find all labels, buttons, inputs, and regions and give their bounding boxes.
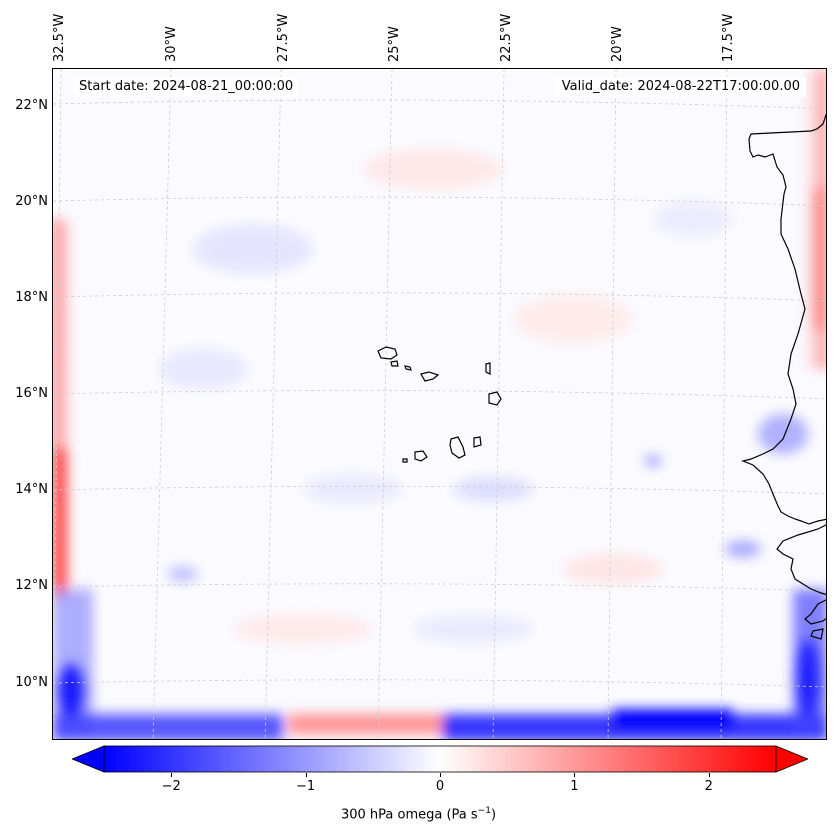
lon-label-27-5w: 27.5°W [276, 13, 291, 62]
colorbar-tick-label: 1 [570, 779, 579, 794]
graticule [53, 69, 826, 739]
lat-label-22n: 22°N [15, 98, 48, 113]
colorbar-label-main: 300 hPa omega (Pa s [340, 807, 478, 823]
start-date-label: Start date: 2024-08-21_00:00:00 [73, 77, 300, 97]
map-panel: Start date: 2024-08-21_00:00:00 Valid_da… [52, 68, 827, 740]
lat-label-16n: 16°N [15, 386, 48, 401]
lat-label-12n: 12°N [15, 578, 48, 593]
colorbar [72, 745, 808, 773]
lon-label-20w: 20°W [610, 26, 625, 62]
lon-label-30w: 30°W [164, 26, 179, 62]
colorbar-tick-mark [708, 773, 710, 777]
colorbar-tick-label: 2 [704, 779, 713, 794]
colorbar-tick-label: −2 [161, 779, 181, 794]
colorbar-tick-mark [574, 773, 576, 777]
lat-label-10n: 10°N [15, 675, 48, 690]
coastline [741, 113, 826, 640]
colorbar-tick-mark [171, 773, 173, 777]
colorbar-extend-min [72, 745, 105, 773]
colorbar-label: 300 hPa omega (Pa s−1) [0, 806, 837, 822]
colorbar-ramp [103, 745, 777, 773]
omega-shading [53, 69, 826, 739]
colorbar-tick-mark [305, 773, 307, 777]
valid-date-label: Valid_date: 2024-08-22T17:00:00.00 [555, 77, 806, 97]
lon-label-22-5w: 22.5°W [499, 13, 514, 62]
colorbar-tick-label: 0 [435, 779, 445, 794]
colorbar-tick-label: −1 [296, 779, 316, 794]
omega-field [53, 69, 826, 739]
colorbar-label-exponent: −1 [477, 806, 491, 816]
lat-label-20n: 20°N [15, 194, 48, 209]
lat-label-14n: 14°N [15, 482, 48, 497]
cape-verde-islands [377, 346, 502, 463]
lon-label-32-5w: 32.5°W [52, 13, 67, 62]
colorbar-label-close: ) [490, 807, 497, 823]
lat-label-18n: 18°N [15, 290, 48, 305]
lon-label-17-5w: 17.5°W [721, 13, 736, 62]
colorbar-tick-mark [440, 773, 441, 777]
lon-label-25w: 25°W [387, 26, 402, 62]
colorbar-extend-max [775, 745, 808, 773]
